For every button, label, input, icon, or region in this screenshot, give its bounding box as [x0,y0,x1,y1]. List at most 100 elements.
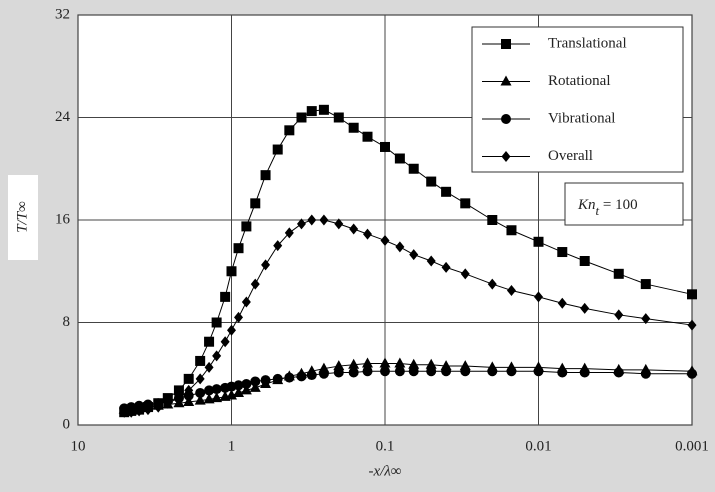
marker-triangle [226,389,237,400]
marker-circle [460,366,471,377]
marker-diamond [441,261,451,273]
marker-circle [250,376,261,387]
marker-diamond [460,268,470,280]
x-tick-label: 1 [228,438,236,454]
marker-square [394,153,405,164]
marker-square [272,144,283,155]
marker-square [173,385,184,396]
marker-circle [426,366,437,377]
marker-triangle [500,75,512,86]
marker-circle [333,367,344,378]
marker-circle [506,366,517,377]
marker-diamond [687,319,697,331]
marker-circle [241,379,252,389]
marker-triangle [379,357,391,368]
marker-diamond [250,278,260,290]
marker-triangle [249,381,261,392]
y-tick-label: 32 [55,6,70,22]
marker-square [204,336,215,347]
marker-square [220,291,231,302]
marker-diamond [319,214,329,226]
marker-square [501,39,511,49]
marker-triangle [425,358,437,369]
marker-diamond [307,214,317,226]
marker-circle [362,366,373,377]
marker-diamond [557,297,567,309]
marker-circle [441,366,452,377]
marker-diamond [163,397,173,409]
legend-entries: Translational Rotational Vibrational Overal… [482,35,627,164]
marker-diamond [395,241,405,253]
marker-square [557,247,568,258]
marker-square [260,170,271,181]
legend [471,26,684,173]
marker-diamond [204,361,214,373]
marker-circle [487,366,498,377]
marker-square [284,125,295,136]
marker-diamond [614,309,624,321]
marker-circle [394,366,405,377]
marker-diamond [284,227,294,239]
marker-diamond [349,223,359,235]
marker-diamond [501,151,511,162]
marker-circle [348,367,359,378]
marker-square [226,266,237,277]
marker-diamond [126,406,136,418]
marker-diamond [134,405,144,417]
marker-square [348,122,359,133]
marker-circle [533,366,544,377]
marker-circle [687,368,697,379]
marker-diamond [296,218,306,230]
marker-square [613,268,624,279]
marker-square [233,243,244,254]
y-axis-label: T/T∞ [14,201,30,233]
marker-diamond [261,259,271,271]
marker-circle [195,387,206,398]
marker-square [250,198,261,209]
marker-diamond [119,406,129,418]
marker-square [195,355,206,366]
marker-circle [284,372,295,383]
y-label-box [8,175,38,260]
marker-square [426,176,437,187]
marker-square [296,112,307,123]
marker-square [183,373,194,384]
marker-circle [306,370,317,381]
marker-circle [557,367,568,378]
marker-triangle [183,395,195,406]
annotation-sub: t [596,203,600,218]
marker-diamond [334,218,344,230]
marker-triangle [348,358,360,369]
marker-diamond [220,336,230,348]
y-tick-label: 24 [55,109,71,125]
marker-square [640,279,651,290]
marker-square [306,106,317,117]
marker-triangle [362,357,374,368]
legend-label: Rotational [548,73,611,89]
marker-square [687,289,697,300]
marker-diamond [195,373,205,385]
marker-triangle [240,384,252,395]
marker-diamond [153,401,163,413]
marker-diamond [174,392,184,404]
marker-circle [260,375,271,386]
marker-square [211,317,222,328]
y-tick-label: 0 [63,416,71,432]
marker-square [318,104,329,115]
marker-diamond [380,235,390,246]
marker-square [408,163,419,174]
x-tick-label: 0.001 [675,438,709,454]
marker-triangle [408,358,420,369]
y-tick-label: 16 [55,211,71,227]
marker-diamond [241,296,251,308]
marker-square [460,198,471,209]
annotation-main: Kn [577,197,596,213]
legend-label: Translational [548,35,627,51]
annotation-box [564,182,684,226]
marker-square [362,131,373,142]
marker-circle [501,114,511,124]
y-tick-label: 8 [63,314,71,330]
x-axis-label: -x/λ∞ [368,463,401,479]
marker-circle [318,368,329,379]
